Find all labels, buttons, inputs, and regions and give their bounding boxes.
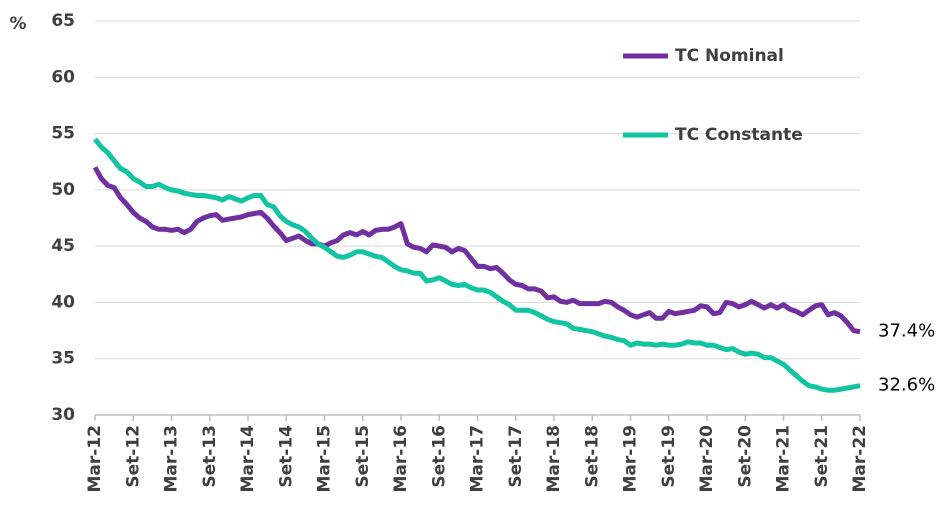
y-tick-label: 55 xyxy=(51,124,75,144)
x-tick-label: Mar-12 xyxy=(85,425,105,493)
value-label: 37.4% xyxy=(878,321,935,342)
x-tick-label: Mar-14 xyxy=(238,425,258,493)
x-tick-label: Mar-16 xyxy=(391,425,411,493)
y-tick-label: 40 xyxy=(51,292,75,312)
x-tick-label: Set-20 xyxy=(735,425,755,488)
series-line xyxy=(92,166,861,335)
y-tick-label: 60 xyxy=(51,67,75,87)
x-tick-label: Mar-21 xyxy=(774,425,794,493)
legend-label: TC Constante xyxy=(675,125,803,145)
x-tick-label: Set-17 xyxy=(506,425,526,488)
y-tick-label: 35 xyxy=(51,349,75,369)
x-tick-label: Set-21 xyxy=(812,425,832,488)
x-tick-label: Set-15 xyxy=(353,425,373,488)
legend-label: TC Nominal xyxy=(675,46,784,66)
x-tick-label: Set-13 xyxy=(200,425,220,488)
x-tick-label: Set-12 xyxy=(123,425,143,488)
x-tick-label: Mar-17 xyxy=(468,425,488,493)
x-tick-label: Mar-20 xyxy=(697,425,717,493)
y-tick-label: 65 xyxy=(51,11,75,31)
x-tick-label: Mar-18 xyxy=(544,425,564,493)
x-tick-label: Set-16 xyxy=(429,425,449,488)
x-tick-label: Set-18 xyxy=(582,425,602,488)
x-tick-label: Mar-22 xyxy=(850,425,870,493)
y-tick-label: 30 xyxy=(51,405,75,425)
x-tick-label: Mar-19 xyxy=(621,425,641,493)
x-tick-label: Mar-15 xyxy=(315,425,335,493)
series-line xyxy=(93,137,861,393)
y-tick-label: 45 xyxy=(51,236,75,256)
y-axis-label: % xyxy=(9,14,26,34)
x-tick-label: Mar-13 xyxy=(162,425,182,493)
y-tick-label: 50 xyxy=(51,180,75,200)
x-tick-label: Set-19 xyxy=(659,425,679,488)
x-tick-label: Set-14 xyxy=(276,425,296,488)
value-label: 32.6% xyxy=(878,375,935,396)
